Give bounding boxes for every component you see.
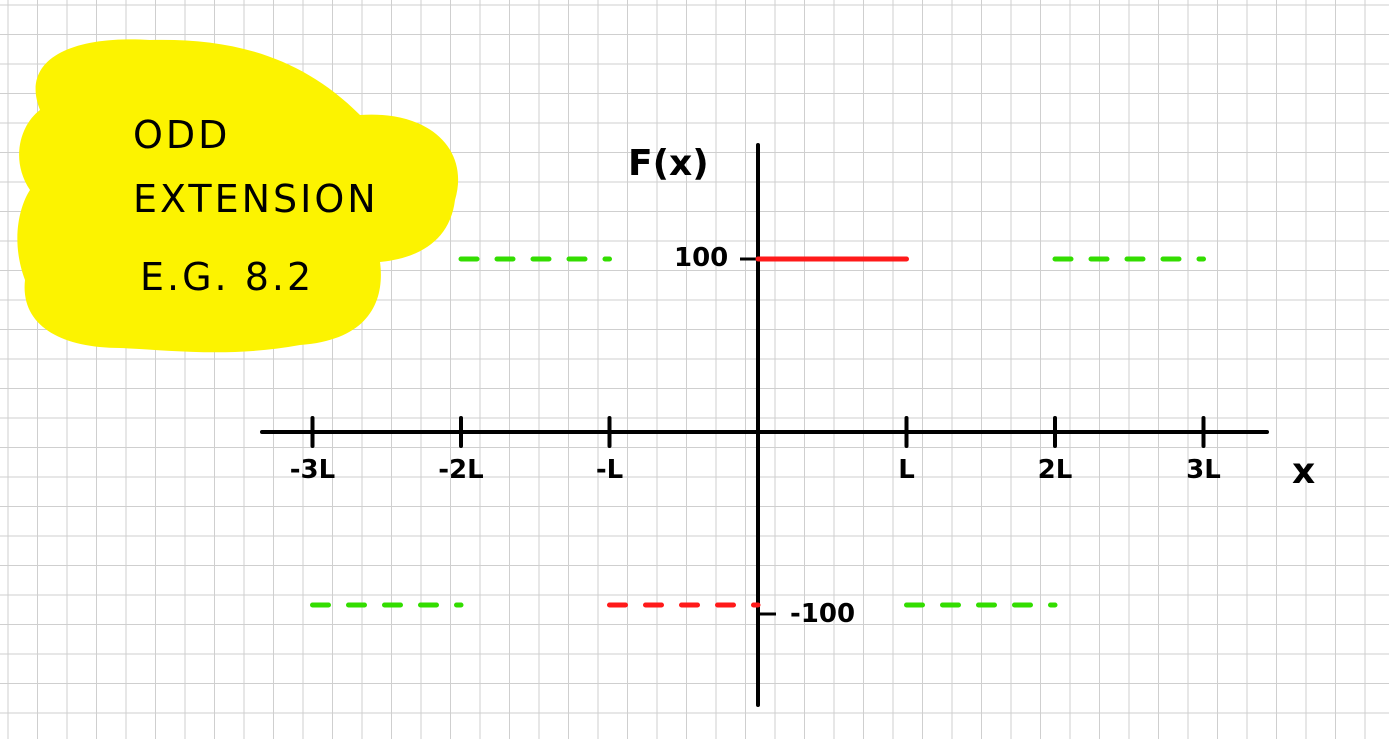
x-tick-label: 2L [1038,455,1073,485]
axes: F(x) x -3L -2L -L L 2L 3L 100 -100 [260,143,1315,707]
function-segments [310,256,1206,608]
x-tick-label: -2L [438,455,483,485]
x-tick-label: -3L [290,455,335,485]
y-axis-label: F(x) [628,143,709,184]
note-highlight: ODD EXTENSION E.G. 8.2 [17,39,459,353]
x-ticks: -3L -2L -L L 2L 3L [290,416,1221,485]
y-label-minus-100: -100 [790,599,855,629]
highlight-blob [17,39,459,353]
note-line-3: E.G. 8.2 [140,255,314,299]
x-tick-label: L [898,455,915,485]
note-line-1: ODD [133,113,230,157]
x-axis-label: x [1292,451,1315,492]
x-tick-label: -L [596,455,623,485]
note-line-2: EXTENSION [133,177,379,221]
x-tick-label: 3L [1186,455,1221,485]
y-label-100: 100 [674,243,728,273]
